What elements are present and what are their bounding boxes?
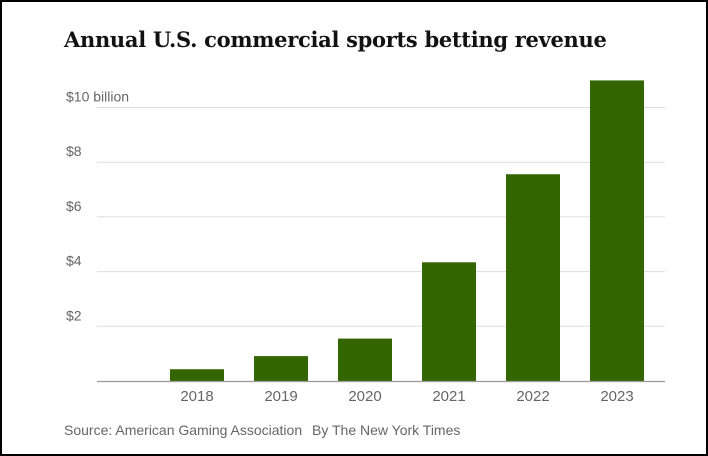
y-tick-label: $6 (66, 198, 82, 214)
bar-2022 (506, 174, 560, 381)
bar-2018 (170, 369, 224, 381)
y-tick-label: $4 (66, 253, 82, 269)
bar-2020 (338, 338, 392, 381)
y-tick-label: $10 billion (66, 89, 129, 105)
x-tick-label: 2023 (600, 388, 633, 405)
x-tick-label: 2020 (348, 388, 381, 405)
bar-2021 (422, 262, 476, 381)
byline: By The New York Times (312, 422, 461, 438)
x-tick-label: 2022 (516, 388, 549, 405)
bar-2019 (254, 356, 308, 381)
x-tick-label: 2021 (432, 388, 465, 405)
source-line: Source: American Gaming Association By T… (64, 422, 460, 438)
x-tick-label: 2019 (264, 388, 297, 405)
chart-title: Annual U.S. commercial sports betting re… (64, 27, 607, 52)
x-tick-label: 2018 (180, 388, 213, 405)
bar-2023 (590, 80, 644, 382)
y-tick-label: $8 (66, 143, 82, 159)
source-credit: Source: American Gaming Association (64, 422, 303, 438)
y-tick-label: $2 (66, 307, 82, 323)
